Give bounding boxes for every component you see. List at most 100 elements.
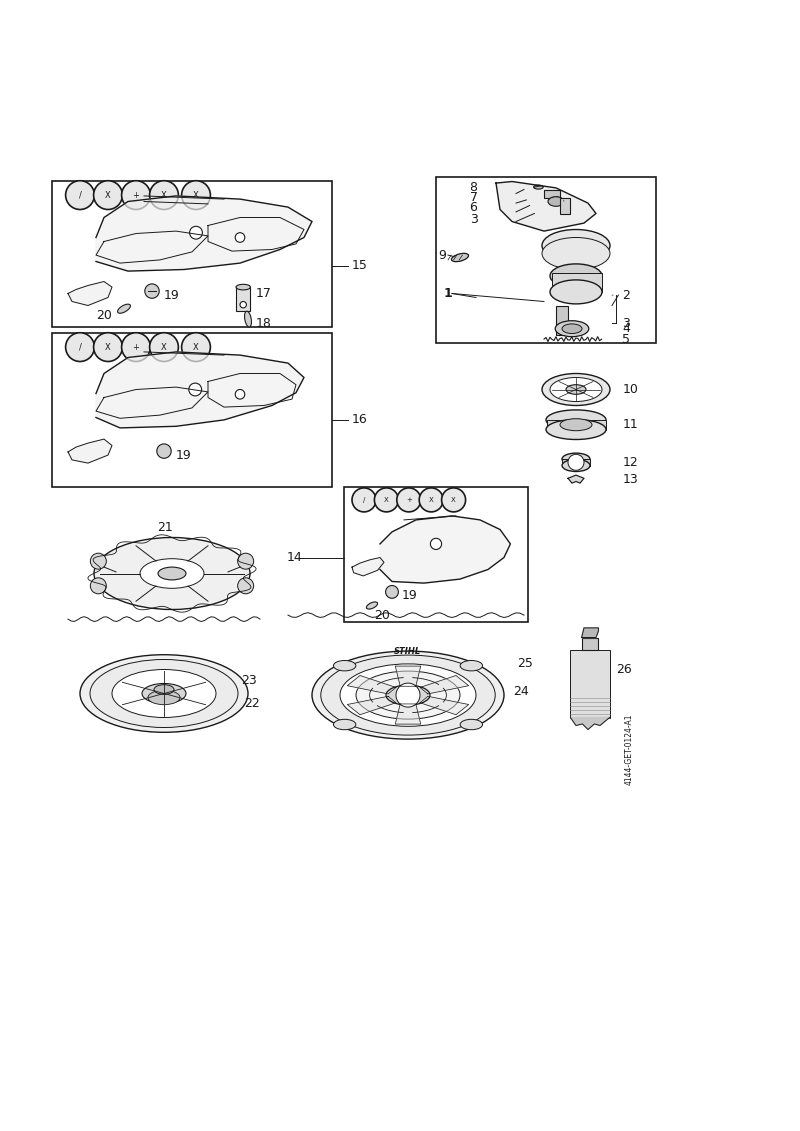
- Text: X: X: [429, 497, 434, 503]
- Circle shape: [66, 333, 94, 362]
- Text: X: X: [384, 497, 389, 503]
- Ellipse shape: [140, 559, 204, 588]
- Ellipse shape: [534, 185, 543, 189]
- Text: 1: 1: [444, 287, 453, 300]
- Ellipse shape: [356, 671, 460, 719]
- Bar: [236, 287, 250, 311]
- Text: X: X: [105, 191, 111, 199]
- Text: 4144-GET-0124-A1: 4144-GET-0124-A1: [625, 714, 634, 785]
- Ellipse shape: [460, 661, 482, 671]
- Polygon shape: [395, 666, 421, 687]
- Ellipse shape: [158, 567, 186, 580]
- Polygon shape: [420, 697, 469, 715]
- Circle shape: [66, 181, 94, 209]
- Text: 26: 26: [616, 663, 632, 676]
- Text: STIHL: STIHL: [394, 647, 422, 656]
- Text: 14: 14: [286, 551, 302, 564]
- Ellipse shape: [542, 238, 610, 269]
- Text: 22: 22: [244, 698, 260, 710]
- Ellipse shape: [460, 719, 482, 729]
- Text: X: X: [161, 191, 167, 199]
- Ellipse shape: [90, 659, 238, 727]
- Ellipse shape: [451, 253, 469, 261]
- Ellipse shape: [562, 454, 590, 465]
- Polygon shape: [380, 516, 510, 584]
- Circle shape: [397, 487, 421, 512]
- Polygon shape: [420, 675, 469, 694]
- Text: 20: 20: [374, 610, 390, 622]
- Polygon shape: [347, 697, 396, 715]
- Text: 4: 4: [622, 322, 630, 335]
- Text: 15: 15: [352, 259, 368, 271]
- Ellipse shape: [562, 459, 590, 472]
- Polygon shape: [395, 703, 421, 724]
- Circle shape: [235, 389, 245, 399]
- Bar: [552, 274, 602, 292]
- Text: 11: 11: [622, 418, 638, 431]
- Text: 20: 20: [96, 310, 112, 322]
- Text: X: X: [193, 191, 199, 199]
- Polygon shape: [96, 196, 312, 271]
- Text: 17: 17: [256, 287, 272, 300]
- Text: 19: 19: [164, 288, 180, 302]
- Ellipse shape: [334, 719, 356, 729]
- Bar: [560, 198, 570, 214]
- Ellipse shape: [112, 670, 216, 717]
- Text: 7: 7: [470, 191, 478, 204]
- Circle shape: [386, 586, 398, 598]
- Ellipse shape: [542, 230, 610, 261]
- Text: +: +: [133, 343, 139, 352]
- Text: 13: 13: [622, 473, 638, 485]
- Ellipse shape: [312, 651, 504, 739]
- Ellipse shape: [566, 385, 586, 395]
- Text: 9: 9: [438, 249, 446, 261]
- Circle shape: [94, 181, 122, 209]
- Bar: [570, 649, 610, 717]
- Circle shape: [235, 233, 245, 242]
- Circle shape: [190, 226, 202, 239]
- Text: 18: 18: [256, 317, 272, 329]
- Text: 3: 3: [470, 214, 478, 226]
- Polygon shape: [496, 181, 596, 231]
- Text: 16: 16: [352, 414, 368, 426]
- Ellipse shape: [386, 685, 430, 705]
- Ellipse shape: [546, 409, 606, 430]
- Bar: [582, 638, 598, 649]
- Ellipse shape: [236, 284, 250, 290]
- Circle shape: [430, 538, 442, 550]
- Text: 10: 10: [622, 383, 638, 396]
- Text: 5: 5: [622, 333, 630, 346]
- Ellipse shape: [366, 602, 378, 610]
- Text: X: X: [105, 343, 111, 352]
- Ellipse shape: [546, 420, 606, 440]
- Bar: [52, 334, 332, 487]
- Bar: [344, 487, 528, 622]
- Circle shape: [442, 487, 466, 512]
- Circle shape: [374, 487, 398, 512]
- Text: 24: 24: [514, 685, 530, 699]
- Text: /: /: [78, 191, 82, 199]
- Circle shape: [90, 553, 106, 569]
- Bar: [562, 459, 590, 466]
- Circle shape: [396, 683, 420, 707]
- Text: 3: 3: [622, 317, 630, 329]
- Circle shape: [182, 181, 210, 209]
- Bar: [544, 190, 560, 198]
- Ellipse shape: [555, 321, 589, 337]
- Circle shape: [240, 302, 246, 308]
- Bar: [436, 178, 656, 343]
- Polygon shape: [68, 282, 112, 305]
- Text: 12: 12: [622, 456, 638, 469]
- Circle shape: [145, 284, 159, 299]
- Text: 23: 23: [242, 674, 258, 688]
- Ellipse shape: [154, 684, 174, 694]
- Bar: [52, 181, 332, 327]
- Circle shape: [157, 443, 171, 458]
- Text: /: /: [78, 343, 82, 352]
- Text: 19: 19: [402, 589, 418, 603]
- Circle shape: [94, 333, 122, 362]
- Polygon shape: [68, 439, 112, 463]
- Ellipse shape: [548, 197, 564, 206]
- Ellipse shape: [148, 690, 180, 705]
- Ellipse shape: [562, 323, 582, 334]
